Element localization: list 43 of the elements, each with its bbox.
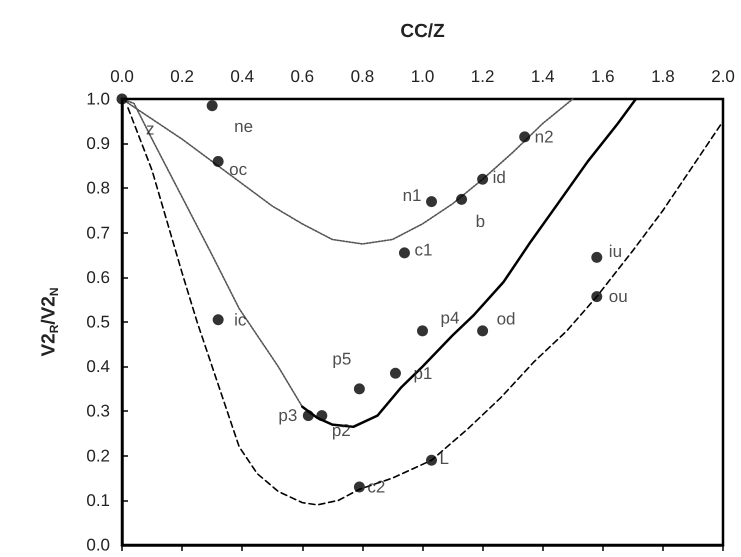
y-tick-label: 1.0 [86, 90, 110, 108]
data-label: ne [234, 117, 254, 136]
x-tick-label: 1.8 [651, 67, 675, 86]
y-tick-label: 0.7 [86, 223, 110, 242]
data-label: p1 [413, 364, 432, 383]
x-tick-label: 1.4 [530, 67, 555, 86]
x-tick-label: 2.0 [711, 67, 735, 86]
data-label: ic [234, 310, 247, 330]
data-label: p4 [440, 308, 460, 328]
x-axis-title: CC/Z [400, 21, 446, 42]
data-label: c1 [414, 240, 432, 260]
x-tick-label: 1.6 [590, 67, 615, 86]
y-tick-label: 0.1 [86, 490, 110, 510]
x-tick-label: 0.0 [110, 67, 134, 86]
x-tick-label: 0.2 [170, 67, 194, 86]
data-label: n2 [534, 127, 554, 146]
y-tick-label: 0.6 [86, 268, 110, 287]
x-tick-label: 1.2 [470, 67, 494, 86]
y-tick-label: 0.3 [86, 402, 110, 421]
data-label: L [440, 448, 449, 468]
data-label: ou [608, 287, 628, 306]
x-tick-label: 0.6 [290, 67, 314, 86]
data-label: id [492, 168, 506, 187]
y-tick-label: 0.8 [86, 178, 110, 198]
data-label: iu [608, 242, 622, 261]
x-tick-label: 0.4 [230, 67, 254, 86]
y-axis-title: V2R/V2N [38, 287, 61, 357]
y-tick-label: 0.5 [86, 312, 110, 332]
data-label: n1 [402, 186, 422, 206]
data-label: p2 [332, 421, 351, 440]
data-label: c2 [367, 478, 386, 497]
data-label: p3 [278, 406, 298, 426]
y-tick-label: 0.0 [86, 536, 110, 554]
data-label: p5 [332, 349, 352, 368]
data-label: b [476, 212, 486, 231]
data-label: od [496, 309, 516, 328]
x-tick-label: 1.0 [410, 67, 434, 86]
y-tick-label: 0.4 [86, 357, 110, 376]
y-tick-label: 0.9 [86, 134, 110, 154]
x-tick-label: 0.8 [350, 67, 374, 86]
data-label: z [146, 120, 154, 138]
data-label: oc [229, 160, 248, 179]
y-tick-label: 0.2 [86, 446, 110, 466]
